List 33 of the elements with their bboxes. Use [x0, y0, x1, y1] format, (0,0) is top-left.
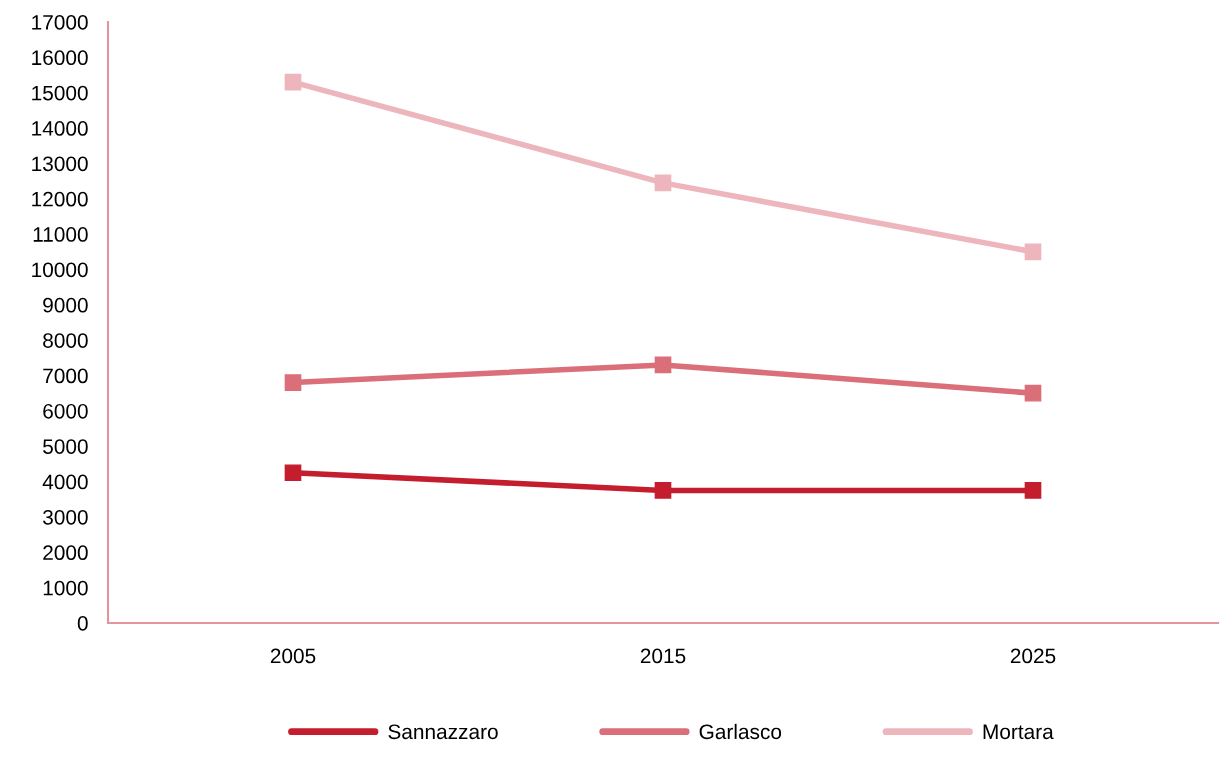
y-tick-label: 1000 [43, 580, 88, 596]
y-tick-label: 9000 [43, 297, 88, 313]
y-tick-label: 10000 [32, 262, 88, 278]
y-tick-label: 0 [77, 616, 88, 631]
y-tick-label: 8000 [43, 333, 88, 348]
point [284, 464, 302, 482]
point [654, 482, 672, 499]
y-tick-label: 12000 [32, 191, 88, 207]
y-tick-label: 3000 [43, 509, 88, 525]
y-tick-label: 17000 [32, 15, 88, 30]
legend-label: Garlasco [699, 723, 782, 740]
y-tick-label: 15000 [32, 85, 88, 101]
point [1024, 243, 1042, 261]
y-tick-label: 13000 [32, 156, 88, 172]
point [654, 174, 672, 192]
y-tick-label: 5000 [43, 439, 88, 454]
y-tick-label: 11000 [33, 227, 88, 242]
y-tick-label: 14000 [32, 121, 88, 136]
y-tick-label: 2000 [43, 545, 88, 561]
y-tick-label: 16000 [32, 50, 88, 66]
y-tick-label: 4000 [42, 474, 88, 490]
point [654, 356, 672, 374]
point [1024, 384, 1042, 402]
legend-label: Sannazzaro [388, 724, 498, 740]
x-tick-label: 2005 [270, 648, 316, 664]
y-tick-label: 6000 [43, 403, 88, 419]
point [284, 73, 302, 91]
legend-label: Mortara [983, 724, 1054, 740]
x-tick-label: 2025 [1010, 648, 1056, 664]
y-tick-label: 7000 [43, 368, 88, 384]
x-tick-label: 2015 [640, 648, 686, 664]
point [284, 374, 302, 391]
point [1024, 482, 1042, 499]
